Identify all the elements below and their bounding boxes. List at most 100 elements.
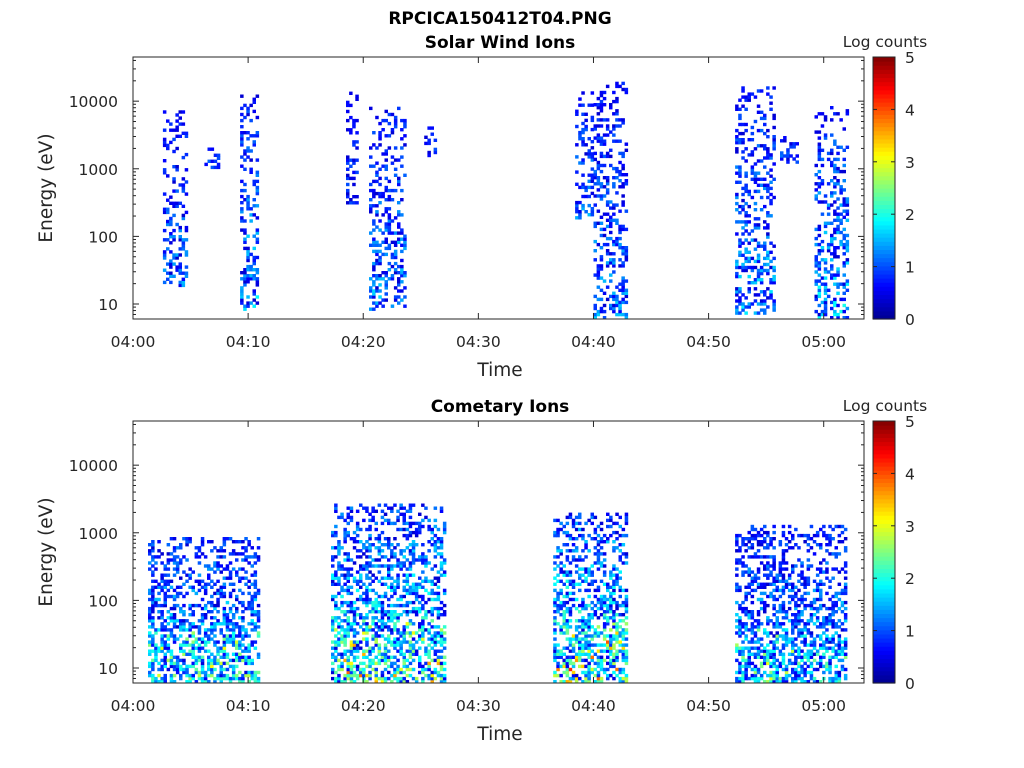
spectrogram-cell: [179, 585, 183, 589]
spectrogram-cell: [750, 229, 755, 233]
spectrogram-cell: [191, 661, 195, 666]
spectrogram-cell: [834, 664, 838, 669]
spectrogram-cell: [427, 150, 431, 155]
spectrogram-cell: [337, 643, 341, 647]
spectrogram-cell: [387, 243, 392, 247]
spectrogram-cell: [411, 658, 416, 663]
spectrogram-cell: [825, 549, 829, 553]
spectrogram-cell: [194, 667, 199, 672]
spectrogram-cell: [581, 643, 585, 647]
spectrogram-cell: [181, 280, 186, 285]
spectrogram-cell: [427, 126, 431, 130]
spectrogram-cell: [340, 655, 344, 659]
spectrogram-cell: [836, 157, 840, 162]
spectrogram-cell: [781, 603, 786, 608]
spectrogram-cell: [238, 646, 242, 650]
spectrogram-cell: [820, 282, 825, 286]
spectrogram-cell: [568, 515, 573, 520]
spectrogram-cell: [759, 561, 764, 565]
spectrogram-cell: [763, 131, 767, 136]
spectrogram-cell: [240, 201, 244, 205]
spectrogram-cell: [216, 153, 221, 157]
spectrogram-cell: [442, 524, 447, 529]
spectrogram-cell: [191, 588, 195, 593]
spectrogram-cell: [735, 138, 739, 142]
spectrogram-cell: [775, 664, 779, 669]
spectrogram-cell: [393, 555, 397, 559]
spectrogram-cell: [837, 676, 842, 681]
spectrogram-cell: [191, 646, 195, 650]
spectrogram-cell: [244, 537, 248, 541]
spectrogram-cell: [599, 258, 604, 262]
spectrogram-cell: [812, 533, 817, 538]
spectrogram-cell: [593, 306, 597, 311]
spectrogram-cell: [166, 588, 171, 593]
colorbar-swatch: [873, 269, 895, 275]
spectrogram-cell: [842, 261, 846, 265]
spectrogram-cell: [800, 658, 804, 663]
spectrogram-cell: [430, 640, 434, 644]
spectrogram-cell: [411, 643, 416, 647]
spectrogram-cell: [163, 655, 167, 659]
spectrogram-cell: [831, 603, 835, 608]
spectrogram-cell: [172, 597, 177, 602]
spectrogram-cell: [249, 170, 253, 174]
spectrogram-cell: [744, 305, 748, 309]
spectrogram-cell: [750, 131, 755, 136]
spectrogram-cell: [408, 591, 413, 596]
spectrogram-cell: [355, 588, 360, 593]
spectrogram-cell: [163, 567, 167, 571]
spectrogram-cell: [427, 643, 431, 647]
spectrogram-cell: [763, 606, 767, 611]
spectrogram-cell: [809, 652, 814, 656]
spectrogram-cell: [225, 640, 230, 644]
spectrogram-cell: [231, 582, 236, 586]
spectrogram-cell: [222, 640, 227, 644]
spectrogram-cell: [375, 213, 379, 217]
spectrogram-cell: [377, 652, 382, 656]
spectrogram-cell: [185, 670, 189, 675]
spectrogram-cell: [169, 649, 174, 653]
spectrogram-cell: [163, 600, 167, 605]
spectrogram-cell: [359, 555, 363, 559]
spectrogram-cell: [817, 294, 822, 299]
spectrogram-cell: [375, 225, 379, 229]
spectrogram-cell: [769, 664, 773, 669]
spectrogram-cell: [154, 579, 158, 583]
x-tick-label: 04:50: [686, 333, 731, 351]
spectrogram-cell: [352, 125, 356, 129]
spectrogram-cell: [606, 667, 610, 672]
spectrogram-cell: [396, 515, 400, 520]
spectrogram-cell: [235, 540, 239, 544]
spectrogram-cell: [247, 606, 251, 611]
colorbar-swatch: [873, 278, 895, 283]
spectrogram-cell: [402, 533, 406, 538]
spectrogram-cell: [581, 549, 585, 553]
spectrogram-cell: [571, 670, 576, 675]
spectrogram-cell: [605, 264, 610, 268]
spectrogram-cell: [581, 597, 585, 602]
spectrogram-cell: [763, 299, 767, 303]
spectrogram-cell: [806, 680, 811, 684]
spectrogram-cell: [377, 661, 382, 666]
spectrogram-cell: [442, 561, 447, 565]
spectrogram-cell: [249, 301, 253, 305]
spectrogram-cell: [753, 646, 758, 650]
spectrogram-cell: [166, 262, 170, 266]
spectrogram-cell: [393, 249, 398, 254]
spectrogram-cell: [405, 573, 410, 577]
spectrogram-cell: [343, 567, 347, 571]
spectrogram-cell: [599, 182, 604, 186]
spectrogram-cell: [377, 540, 382, 544]
spectrogram-cell: [820, 157, 825, 162]
spectrogram-cell: [772, 195, 776, 200]
spectrogram-cell: [842, 215, 846, 219]
spectrogram-cell: [365, 664, 369, 669]
spectrogram-cell: [819, 622, 823, 626]
spectrogram-cell: [825, 622, 829, 626]
spectrogram-cell: [772, 558, 776, 562]
spectrogram-cell: [738, 634, 742, 638]
colorbar-swatch: [873, 204, 895, 210]
spectrogram-cell: [384, 210, 388, 214]
spectrogram-cell: [219, 646, 223, 650]
